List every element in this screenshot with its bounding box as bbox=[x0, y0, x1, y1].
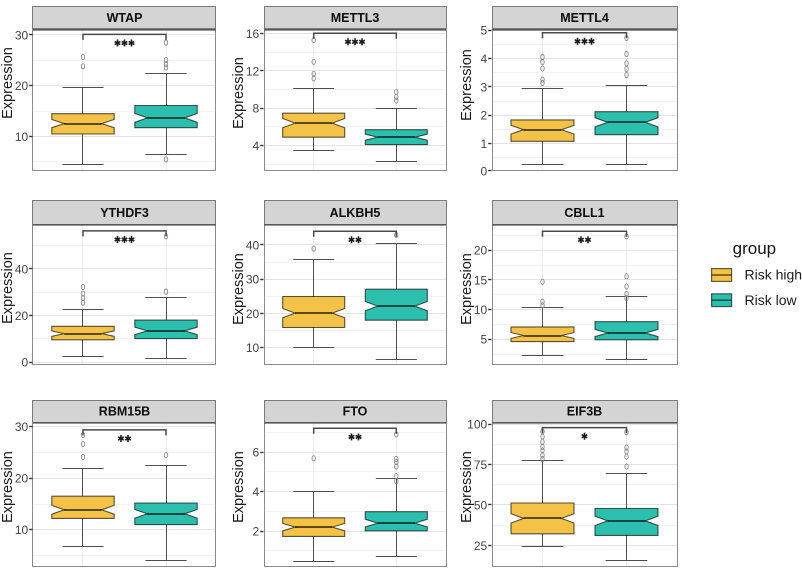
svg-text:Risk high: Risk high bbox=[745, 267, 802, 283]
svg-text:16: 16 bbox=[246, 27, 260, 41]
svg-text:FTO: FTO bbox=[343, 404, 368, 418]
svg-text:METTL3: METTL3 bbox=[331, 11, 380, 25]
svg-text:10: 10 bbox=[15, 523, 29, 537]
svg-text:Expression: Expression bbox=[459, 451, 475, 523]
svg-text:20: 20 bbox=[15, 79, 29, 93]
svg-text:40: 40 bbox=[15, 262, 29, 276]
svg-text:Expression: Expression bbox=[0, 451, 16, 523]
svg-text:Expression: Expression bbox=[459, 49, 475, 121]
svg-text:Expression: Expression bbox=[231, 57, 247, 129]
svg-text:YTHDF3: YTHDF3 bbox=[100, 206, 149, 220]
svg-text:40: 40 bbox=[246, 238, 260, 252]
svg-text:5: 5 bbox=[481, 24, 488, 38]
svg-text:30: 30 bbox=[15, 28, 29, 42]
svg-text:4: 4 bbox=[253, 139, 260, 153]
svg-text:20: 20 bbox=[15, 472, 29, 486]
svg-text:0: 0 bbox=[22, 355, 29, 369]
svg-text:ALKBH5: ALKBH5 bbox=[330, 206, 381, 220]
svg-text:Risk low: Risk low bbox=[745, 292, 798, 308]
svg-text:30: 30 bbox=[246, 273, 260, 287]
svg-text:10: 10 bbox=[15, 130, 29, 144]
svg-text:RBM15B: RBM15B bbox=[99, 404, 150, 418]
svg-text:50: 50 bbox=[474, 498, 488, 512]
svg-text:Expression: Expression bbox=[231, 253, 247, 325]
svg-text:1: 1 bbox=[481, 137, 488, 151]
svg-text:4: 4 bbox=[253, 485, 260, 499]
svg-text:3: 3 bbox=[481, 80, 488, 94]
svg-text:25: 25 bbox=[474, 539, 488, 553]
svg-text:group: group bbox=[733, 239, 776, 258]
svg-text:0: 0 bbox=[481, 164, 488, 178]
svg-text:10: 10 bbox=[474, 303, 488, 317]
svg-text:4: 4 bbox=[481, 52, 488, 66]
svg-text:EIF3B: EIF3B bbox=[567, 404, 602, 418]
svg-text:METTL4: METTL4 bbox=[560, 11, 609, 25]
svg-text:75: 75 bbox=[474, 458, 488, 472]
svg-text:10: 10 bbox=[246, 341, 260, 355]
svg-text:6: 6 bbox=[253, 446, 260, 460]
svg-text:20: 20 bbox=[246, 307, 260, 321]
svg-text:CBLL1: CBLL1 bbox=[564, 206, 604, 220]
svg-text:Expression: Expression bbox=[459, 253, 475, 325]
svg-text:2: 2 bbox=[481, 109, 488, 123]
svg-text:8: 8 bbox=[253, 102, 260, 116]
svg-text:12: 12 bbox=[246, 64, 260, 78]
svg-text:15: 15 bbox=[474, 273, 488, 287]
svg-text:Expression: Expression bbox=[231, 451, 247, 523]
svg-text:30: 30 bbox=[15, 420, 29, 434]
svg-text:20: 20 bbox=[474, 244, 488, 258]
svg-text:Expression: Expression bbox=[0, 47, 16, 119]
svg-text:Expression: Expression bbox=[0, 252, 16, 324]
svg-text:20: 20 bbox=[15, 309, 29, 323]
svg-text:100: 100 bbox=[467, 417, 487, 431]
svg-text:5: 5 bbox=[481, 333, 488, 347]
svg-text:WTAP: WTAP bbox=[107, 11, 143, 25]
svg-text:2: 2 bbox=[253, 525, 260, 539]
